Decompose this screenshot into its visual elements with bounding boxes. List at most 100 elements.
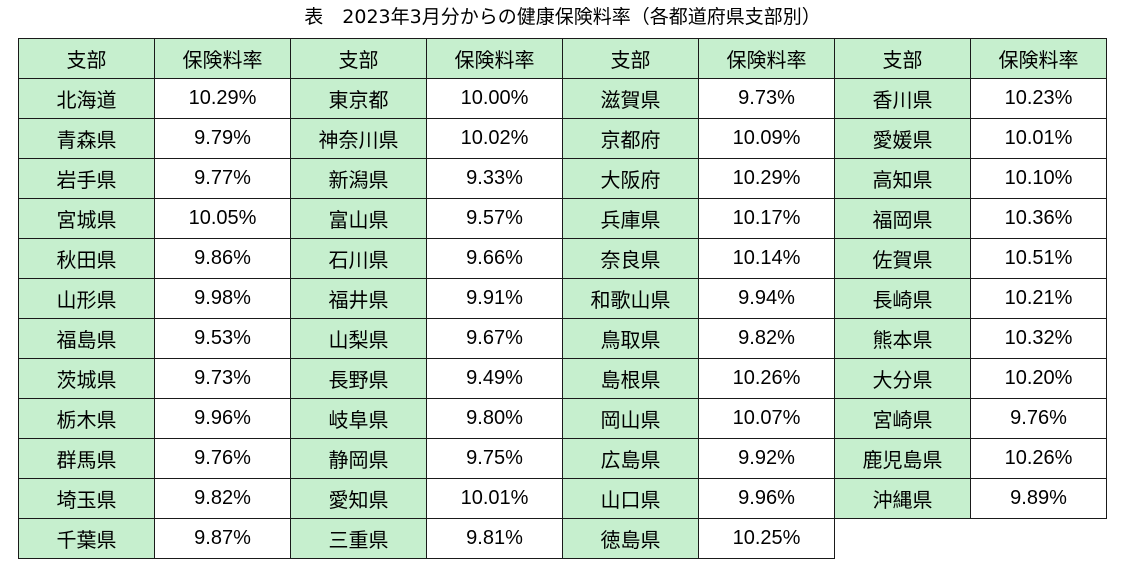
table-row: 秋田県 9.86% 石川県 9.66% 奈良県 10.14% 佐賀県 10.51% [18,238,1107,279]
branch-name-cell: 鳥取県 [562,318,699,359]
rate-value-cell: 10.01% [970,118,1107,159]
rate-value-cell: 9.82% [698,318,835,359]
rate-value-cell: 9.96% [154,398,291,439]
rate-value-cell: 10.51% [970,238,1107,279]
rate-value-cell: 9.80% [426,398,563,439]
branch-name-cell: 奈良県 [562,238,699,279]
branch-name-cell: 東京都 [290,78,427,119]
branch-name-cell: 長野県 [290,358,427,399]
rate-value-cell: 9.33% [426,158,563,199]
branch-name-cell: 愛媛県 [834,118,971,159]
branch-name-cell: 群馬県 [18,438,155,479]
rate-value-cell: 10.23% [970,78,1107,119]
table-row: 群馬県 9.76% 静岡県 9.75% 広島県 9.92% 鹿児島県 10.26% [18,438,1107,479]
rate-value-cell: 9.87% [154,518,291,559]
rate-value-cell: 10.21% [970,278,1107,319]
branch-name-cell: 神奈川県 [290,118,427,159]
branch-name-cell: 宮崎県 [834,398,971,439]
branch-name-cell: 福岡県 [834,198,971,239]
rate-value-cell: 9.53% [154,318,291,359]
branch-name-cell: 大阪府 [562,158,699,199]
column-header-branch: 支部 [834,38,971,79]
rate-value-cell: 10.29% [698,158,835,199]
table-row: 福島県 9.53% 山梨県 9.67% 鳥取県 9.82% 熊本県 10.32% [18,318,1107,359]
table-row: 山形県 9.98% 福井県 9.91% 和歌山県 9.94% 長崎県 10.21% [18,278,1107,319]
branch-name-cell: 秋田県 [18,238,155,279]
column-header-branch: 支部 [562,38,699,79]
rate-value-cell: 9.94% [698,278,835,319]
branch-name-cell: 埼玉県 [18,478,155,519]
empty-cell [834,518,1107,559]
branch-name-cell: 鹿児島県 [834,438,971,479]
rate-value-cell: 10.20% [970,358,1107,399]
rate-value-cell: 9.49% [426,358,563,399]
rate-value-cell: 9.76% [970,398,1107,439]
table-row: 岩手県 9.77% 新潟県 9.33% 大阪府 10.29% 高知県 10.10% [18,158,1107,199]
rate-value-cell: 9.77% [154,158,291,199]
rate-value-cell: 9.81% [426,518,563,559]
branch-name-cell: 熊本県 [834,318,971,359]
branch-name-cell: 岐阜県 [290,398,427,439]
page-title: 表 2023年3月分からの健康保険料率（各都道府県支部別） [304,6,821,28]
rate-value-cell: 9.91% [426,278,563,319]
branch-name-cell: 福島県 [18,318,155,359]
branch-name-cell: 山口県 [562,478,699,519]
rate-value-cell: 9.73% [154,358,291,399]
branch-name-cell: 新潟県 [290,158,427,199]
rate-value-cell: 10.07% [698,398,835,439]
branch-name-cell: 広島県 [562,438,699,479]
branch-name-cell: 沖縄県 [834,478,971,519]
branch-name-cell: 長崎県 [834,278,971,319]
branch-name-cell: 山形県 [18,278,155,319]
rate-value-cell: 9.96% [698,478,835,519]
branch-name-cell: 滋賀県 [562,78,699,119]
branch-name-cell: 富山県 [290,198,427,239]
rate-value-cell: 10.05% [154,198,291,239]
rate-value-cell: 10.10% [970,158,1107,199]
table-row: 北海道 10.29% 東京都 10.00% 滋賀県 9.73% 香川県 10.23% [18,78,1107,119]
table-header-row: 支部 保険料率 支部 保険料率 支部 保険料率 支部 保険料率 [18,38,1107,79]
rate-value-cell: 10.29% [154,78,291,119]
rate-value-cell: 9.86% [154,238,291,279]
branch-name-cell: 愛知県 [290,478,427,519]
rate-value-cell: 10.00% [426,78,563,119]
branch-name-cell: 高知県 [834,158,971,199]
branch-name-cell: 北海道 [18,78,155,119]
rate-value-cell: 10.02% [426,118,563,159]
rate-value-cell: 10.36% [970,198,1107,239]
branch-name-cell: 岡山県 [562,398,699,439]
branch-name-cell: 石川県 [290,238,427,279]
table-row: 千葉県 9.87% 三重県 9.81% 徳島県 10.25% [18,518,1107,559]
column-header-rate: 保険料率 [970,38,1107,79]
branch-name-cell: 大分県 [834,358,971,399]
branch-name-cell: 京都府 [562,118,699,159]
branch-name-cell: 宮城県 [18,198,155,239]
branch-name-cell: 茨城県 [18,358,155,399]
rate-value-cell: 10.32% [970,318,1107,359]
branch-name-cell: 三重県 [290,518,427,559]
rate-value-cell: 9.67% [426,318,563,359]
branch-name-cell: 栃木県 [18,398,155,439]
branch-name-cell: 青森県 [18,118,155,159]
branch-name-cell: 和歌山県 [562,278,699,319]
branch-name-cell: 香川県 [834,78,971,119]
rate-value-cell: 9.66% [426,238,563,279]
rate-value-cell: 10.01% [426,478,563,519]
branch-name-cell: 佐賀県 [834,238,971,279]
rate-value-cell: 9.82% [154,478,291,519]
table-row: 茨城県 9.73% 長野県 9.49% 島根県 10.26% 大分県 10.20% [18,358,1107,399]
table-row: 埼玉県 9.82% 愛知県 10.01% 山口県 9.96% 沖縄県 9.89% [18,478,1107,519]
table-row: 青森県 9.79% 神奈川県 10.02% 京都府 10.09% 愛媛県 10.01% [18,118,1107,159]
insurance-rate-table: 支部 保険料率 支部 保険料率 支部 保険料率 支部 保険料率 北海道 10.29… [18,38,1107,559]
rate-value-cell: 9.89% [970,478,1107,519]
column-header-branch: 支部 [290,38,427,79]
branch-name-cell: 島根県 [562,358,699,399]
rate-value-cell: 9.79% [154,118,291,159]
rate-value-cell: 10.14% [698,238,835,279]
rate-value-cell: 10.26% [698,358,835,399]
rate-value-cell: 10.17% [698,198,835,239]
table-row: 栃木県 9.96% 岐阜県 9.80% 岡山県 10.07% 宮崎県 9.76% [18,398,1107,439]
column-header-rate: 保険料率 [154,38,291,79]
column-header-branch: 支部 [18,38,155,79]
